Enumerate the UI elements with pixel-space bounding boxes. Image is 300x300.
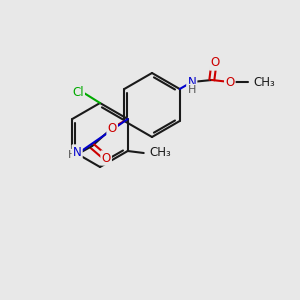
Text: H: H <box>188 85 196 95</box>
Text: O: O <box>210 56 220 70</box>
Text: O: O <box>107 122 117 134</box>
Text: N: N <box>73 146 82 158</box>
Text: O: O <box>225 76 235 88</box>
Text: O: O <box>101 152 111 164</box>
Text: CH₃: CH₃ <box>150 146 172 160</box>
Text: Cl: Cl <box>72 86 84 100</box>
Text: CH₃: CH₃ <box>254 76 276 88</box>
Text: N: N <box>188 76 196 88</box>
Text: H: H <box>68 150 76 160</box>
